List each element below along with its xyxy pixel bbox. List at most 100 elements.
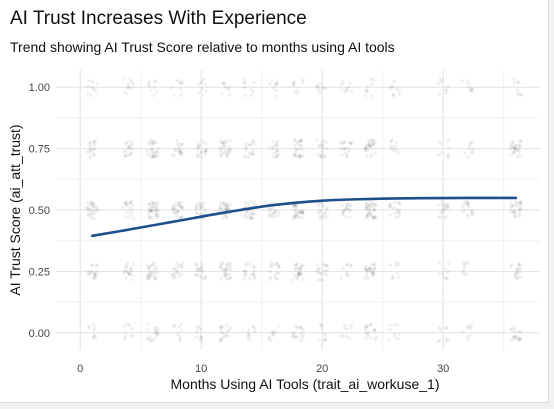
data-point <box>179 81 183 85</box>
data-point <box>177 204 181 208</box>
data-point <box>194 262 198 266</box>
data-point <box>129 143 134 147</box>
data-point <box>519 203 523 208</box>
data-point <box>223 144 227 149</box>
y-tick-label: 1.00 <box>29 82 50 94</box>
data-point <box>446 138 450 142</box>
data-point <box>300 147 304 152</box>
data-point <box>154 155 159 159</box>
data-point <box>393 211 398 215</box>
data-point <box>437 261 441 265</box>
data-point <box>439 142 444 146</box>
data-point <box>153 325 157 329</box>
data-point <box>249 216 253 221</box>
data-point <box>90 79 95 84</box>
data-point <box>180 261 185 266</box>
data-point <box>200 262 204 266</box>
data-point <box>145 263 150 268</box>
data-point <box>369 83 374 87</box>
data-point <box>516 337 521 342</box>
data-point <box>243 277 247 281</box>
data-point <box>121 205 126 210</box>
data-point <box>92 139 96 144</box>
data-point <box>222 333 227 338</box>
data-point <box>316 211 320 215</box>
data-point <box>299 262 304 267</box>
y-tick-label: 0.75 <box>29 144 50 156</box>
data-point <box>251 148 255 153</box>
data-point <box>275 143 279 148</box>
data-point <box>146 277 150 281</box>
data-point <box>271 329 275 334</box>
data-point <box>225 215 229 220</box>
data-point <box>300 210 304 214</box>
data-point <box>347 85 351 90</box>
data-point <box>270 147 275 151</box>
data-point <box>123 331 128 336</box>
data-point <box>275 261 280 265</box>
data-point <box>509 263 514 267</box>
data-point <box>437 272 442 276</box>
data-point <box>146 273 151 277</box>
data-point <box>392 323 396 327</box>
data-point <box>300 211 305 216</box>
data-point <box>293 207 298 211</box>
data-point <box>225 207 229 212</box>
data-point <box>88 143 93 148</box>
data-point <box>392 200 397 204</box>
data-point <box>242 85 247 90</box>
data-point <box>123 335 128 339</box>
data-point <box>93 272 97 276</box>
data-point <box>275 81 279 85</box>
data-point <box>178 149 182 154</box>
data-point <box>466 155 471 159</box>
data-point <box>509 143 513 147</box>
data-point <box>517 338 522 343</box>
data-point <box>218 139 223 143</box>
data-point <box>344 88 349 92</box>
data-point <box>252 326 257 330</box>
data-point <box>298 154 302 159</box>
data-point <box>518 336 522 341</box>
data-point <box>513 146 518 151</box>
data-point <box>467 205 471 209</box>
data-point <box>196 268 201 272</box>
data-point <box>179 153 183 157</box>
data-point <box>175 78 179 83</box>
data-point <box>446 206 450 211</box>
data-point <box>321 152 326 157</box>
data-point <box>268 277 272 282</box>
data-point <box>364 202 368 206</box>
data-point <box>148 208 153 213</box>
data-point <box>174 208 179 212</box>
data-point <box>153 205 158 209</box>
data-point <box>396 262 401 267</box>
data-point <box>242 154 247 158</box>
data-point <box>465 200 470 204</box>
data-point <box>515 201 519 206</box>
data-point <box>244 155 248 159</box>
data-point <box>172 154 176 158</box>
data-point <box>517 262 521 267</box>
data-point <box>466 203 471 207</box>
data-point <box>90 263 95 268</box>
data-point <box>349 326 354 330</box>
data-point <box>436 81 440 85</box>
data-point <box>244 146 248 150</box>
data-point <box>203 83 207 87</box>
data-point <box>365 204 369 209</box>
data-point <box>297 147 302 151</box>
data-point <box>274 262 279 266</box>
data-point <box>344 154 349 159</box>
data-point <box>178 334 182 339</box>
data-point <box>177 200 181 204</box>
data-point <box>443 91 448 95</box>
data-point <box>366 276 371 281</box>
data-point <box>154 264 158 269</box>
data-point <box>516 80 520 85</box>
data-point <box>150 202 154 207</box>
data-point <box>371 274 375 278</box>
data-point <box>274 272 278 277</box>
data-point <box>152 152 156 156</box>
data-point <box>319 201 324 206</box>
